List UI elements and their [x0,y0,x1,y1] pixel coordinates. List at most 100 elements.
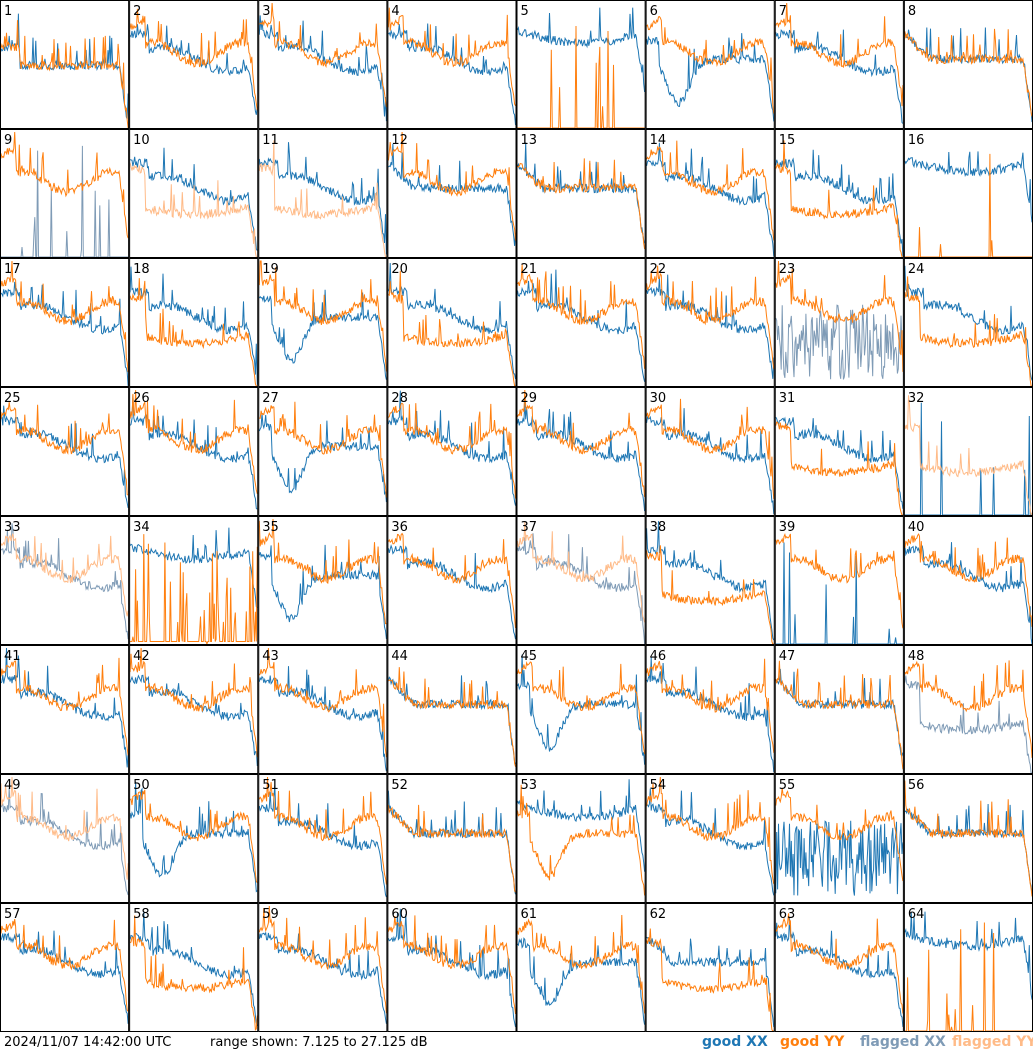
panel-46: 46 [645,645,775,774]
panel-frame-36 [387,516,517,645]
trace-yy-58 [129,915,258,1032]
trace-xx-12 [388,143,516,246]
trace-xx-54 [646,788,775,896]
panel-frame-45 [516,645,646,774]
panel-6: 6 [645,0,775,129]
panel-frame-34 [129,516,259,645]
panel-18: 18 [129,258,259,387]
panel-frame-46 [645,645,775,774]
trace-yy-48 [904,660,1033,758]
trace-yy-54 [646,776,775,885]
trace-xx-10 [129,147,258,251]
trace-yy-7 [775,2,904,107]
trace-yy-49 [0,776,129,880]
trace-yy-21 [517,264,646,369]
panel-frame-20 [387,258,517,387]
panel-44: 44 [387,645,517,774]
panel-3: 3 [258,0,388,129]
panel-frame-4 [387,0,517,129]
panel-frame-62 [645,903,775,1032]
trace-yy-40 [904,533,1033,627]
panel-frame-41 [0,645,130,774]
trace-xx-4 [388,23,516,126]
trace-xx-41 [0,647,129,768]
panel-frame-47 [774,645,904,774]
trace-yy-33 [0,533,129,617]
panel-label-5: 5 [521,4,529,19]
panel-16: 16 [903,129,1033,258]
panel-label-56: 56 [908,778,925,793]
panel-frame-57 [0,903,130,1032]
panel-label-51: 51 [262,778,279,793]
panel-label-44: 44 [391,649,408,664]
panel-label-39: 39 [779,520,796,535]
trace-yy-3 [259,2,387,108]
trace-yy-37 [517,521,646,623]
trace-xx-31 [775,416,904,509]
trace-yy-35 [258,518,387,625]
panel-frame-61 [516,903,646,1032]
panel-1: 1 [0,0,130,129]
panel-frame-22 [645,258,775,387]
trace-xx-25 [0,405,129,508]
panel-label-50: 50 [133,778,150,793]
trace-yy-61 [517,914,646,1014]
trace-yy-24 [904,276,1032,387]
panel-58: 58 [129,903,259,1032]
trace-yy-29 [517,389,646,497]
panel-label-53: 53 [521,778,538,793]
panel-label-17: 17 [4,262,21,277]
panel-label-8: 8 [908,4,916,19]
panel-frame-37 [516,516,646,645]
trace-xx-47 [775,668,904,757]
panel-frame-9 [0,129,130,258]
panel-frame-19 [258,258,388,387]
trace-yy-56 [904,780,1033,897]
panel-label-46: 46 [650,649,667,664]
trace-yy-38 [646,545,774,645]
panel-11: 11 [258,129,388,258]
trace-xx-19 [258,289,387,380]
trace-xx-16 [904,151,1033,223]
panel-29: 29 [516,387,646,516]
range-label: range shown: 7.125 to 27.125 dB [210,1035,428,1050]
trace-xx-45 [517,654,646,765]
panel-label-1: 1 [4,4,12,19]
panel-frame-63 [774,903,904,1032]
panel-frame-35 [258,516,388,645]
trace-xx-23 [775,304,904,380]
trace-yy-57 [0,919,129,1012]
trace-yy-53 [517,784,646,896]
trace-xx-20 [387,262,516,380]
trace-yy-9 [0,131,129,239]
panel-label-27: 27 [262,391,279,406]
panel-10: 10 [129,129,259,258]
panel-label-54: 54 [650,778,667,793]
trace-xx-22 [646,274,775,379]
trace-yy-42 [129,647,258,758]
panel-label-9: 9 [4,133,12,148]
panel-23: 23 [774,258,904,387]
panel-label-48: 48 [908,649,925,664]
trace-xx-50 [129,781,258,893]
trace-yy-12 [387,131,516,241]
panel-59: 59 [258,903,388,1032]
trace-yy-14 [646,140,775,241]
panel-label-49: 49 [4,778,21,793]
panel-26: 26 [129,387,259,516]
panel-label-32: 32 [908,391,925,406]
panel-57: 57 [0,903,130,1032]
panel-frame-58 [129,903,259,1032]
panel-15: 15 [774,129,904,258]
trace-xx-59 [258,931,387,1024]
trace-yy-15 [775,140,903,258]
trace-xx-57 [0,930,129,1024]
panel-42: 42 [129,645,259,774]
trace-xx-6 [646,33,775,122]
panel-frame-50 [129,774,259,903]
trace-xx-62 [646,936,775,1028]
trace-yy-46 [646,658,775,753]
trace-xx-58 [129,911,258,1027]
panel-39: 39 [774,516,904,645]
panel-label-64: 64 [908,907,925,922]
